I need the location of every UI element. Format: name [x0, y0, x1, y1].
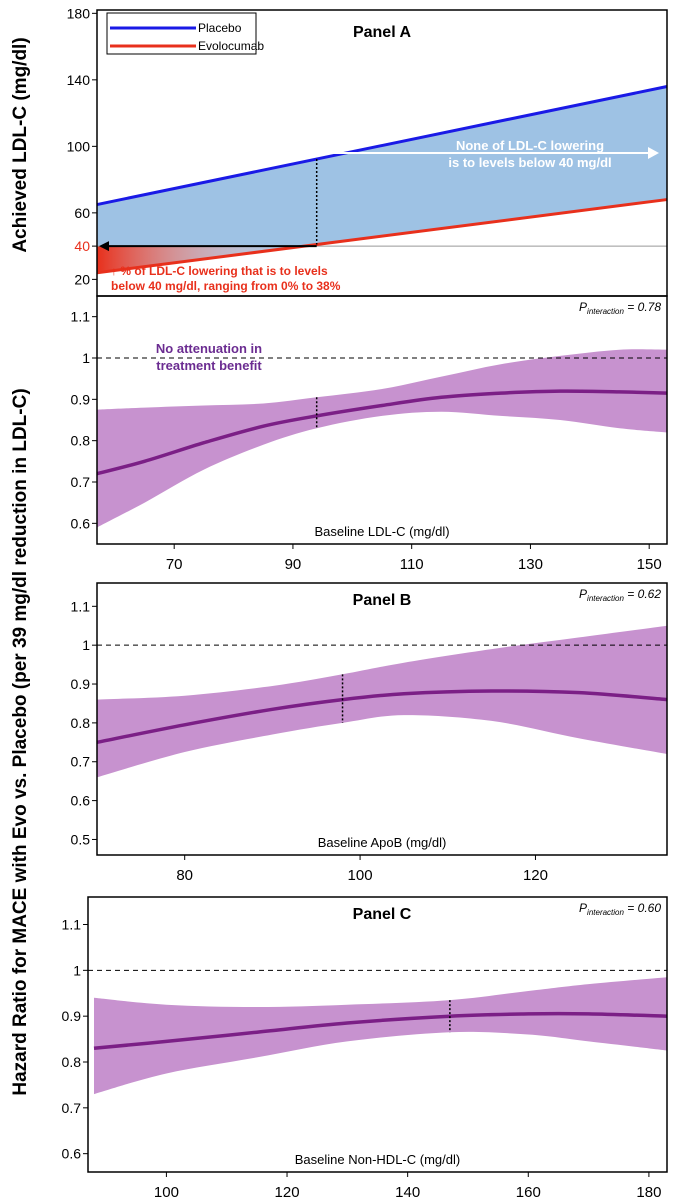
y-tick-label: 1.1 — [71, 309, 91, 325]
hazard-ratio-curve — [96, 389, 668, 476]
x-axis-label: Baseline Non-HDL-C (mg/dl) — [295, 1152, 460, 1167]
evolocumab-line — [96, 198, 668, 275]
y-tick-label: 0.9 — [62, 1008, 82, 1024]
y-tick-label: 60 — [74, 205, 90, 221]
panel-frame — [96, 295, 668, 545]
y-tick-label: 0.5 — [71, 831, 91, 847]
confidence-band — [97, 625, 667, 778]
hazard-ratio-curve — [93, 1011, 668, 1051]
y-tick-label: 0.7 — [62, 1100, 82, 1116]
y-tick-label: 0.7 — [71, 754, 91, 770]
panel-c-hazard-chart: 0.6 0.7 0.8 0.9 1 1.1 100 120 140 160 180 Baseline … — [62, 896, 668, 1200]
annotation-below-40-percent: ↑ % of LDL-C lowering that is to levels — [111, 264, 328, 278]
x-tick-label: 150 — [637, 556, 662, 573]
y-tick-label: 0.9 — [71, 391, 91, 407]
panel-frame — [87, 896, 668, 1173]
annotation-none-below-40: is to levels below 40 mg/dl — [448, 155, 611, 170]
x-tick-label: 120 — [523, 867, 548, 884]
placebo-line — [96, 85, 668, 207]
confidence-band — [97, 349, 667, 528]
panel-b-hazard-chart: 0.5 0.6 0.7 0.8 0.9 1 1.1 80 100 120 Baseline ApoB… — [71, 582, 668, 884]
y-tick-label: 0.6 — [62, 1146, 82, 1162]
panel-a-hazard-chart: 0.6 0.7 0.8 0.9 1 1.1 70 90 110 130 150 Baseline LD… — [71, 295, 668, 573]
y-tick-label: 1 — [82, 350, 90, 366]
x-tick-label: 180 — [636, 1184, 661, 1200]
y-tick-label: 1.1 — [71, 598, 91, 614]
y-tick-label: 180 — [67, 5, 91, 21]
panel-title: Panel B — [353, 592, 412, 609]
ldl-gap-area — [97, 86, 667, 273]
x-tick-label: 100 — [348, 867, 373, 884]
panel-a-ldl-chart: None of LDL-C lowering is to levels below… — [67, 5, 668, 297]
x-axis-label: Baseline LDL-C (mg/dl) — [314, 524, 449, 539]
y-tick-label: 100 — [67, 138, 91, 154]
confidence-band — [94, 977, 667, 1095]
p-interaction-label: Pinteraction = 0.62 — [579, 587, 661, 603]
x-tick-label: 100 — [154, 1184, 179, 1200]
y-tick-label: 0.6 — [71, 793, 91, 809]
right-arrow-head — [648, 147, 659, 159]
x-tick-label: 80 — [176, 867, 193, 884]
legend-label-evolocumab: Evolocumab — [198, 39, 264, 53]
y-tick-label: 0.6 — [71, 515, 91, 531]
y-tick-label: 0.8 — [62, 1054, 82, 1070]
y-axis-title-hazard-ratio: Hazard Ratio for MACE with Evo vs. Place… — [10, 388, 31, 1095]
panel-frame — [96, 582, 668, 856]
x-tick-label: 70 — [166, 556, 183, 573]
annotation-none-below-40: None of LDL-C lowering — [456, 138, 604, 153]
y-tick-label: 0.8 — [71, 433, 91, 449]
x-axis-label: Baseline ApoB (mg/dl) — [318, 835, 447, 850]
left-arrow-head — [99, 241, 109, 252]
y-tick-label: 0.8 — [71, 715, 91, 731]
y-tick-label: 140 — [67, 72, 91, 88]
y-tick-label: 20 — [74, 271, 90, 287]
panel-a-title: Panel A — [353, 24, 412, 41]
x-tick-label: 160 — [516, 1184, 541, 1200]
y-axis-title-ldl: Achieved LDL-C (mg/dl) — [10, 37, 31, 252]
annotation-no-attenuation: treatment benefit — [156, 358, 262, 373]
y-tick-label: 1 — [73, 962, 81, 978]
x-tick-label: 110 — [400, 556, 424, 573]
y-tick-label: 1.1 — [62, 917, 82, 933]
panel-title: Panel C — [353, 906, 412, 923]
y-tick-label: 0.7 — [71, 474, 91, 490]
p-interaction-label: Pinteraction = 0.60 — [579, 901, 661, 917]
y-tick-label: 1 — [82, 637, 90, 653]
x-tick-label: 90 — [285, 556, 302, 573]
y-tick-label: 40 — [74, 238, 90, 254]
y-tick-label: 0.9 — [71, 676, 91, 692]
hazard-ratio-curve — [96, 689, 668, 745]
x-tick-label: 130 — [518, 556, 543, 573]
p-interaction-label: Pinteraction = 0.78 — [579, 300, 661, 316]
legend-label-placebo: Placebo — [198, 21, 242, 35]
x-tick-label: 140 — [395, 1184, 420, 1200]
annotation-no-attenuation: No attenuation in — [156, 341, 262, 356]
x-tick-label: 120 — [275, 1184, 300, 1200]
annotation-below-40-percent: below 40 mg/dl, ranging from 0% to 38% — [111, 279, 341, 293]
